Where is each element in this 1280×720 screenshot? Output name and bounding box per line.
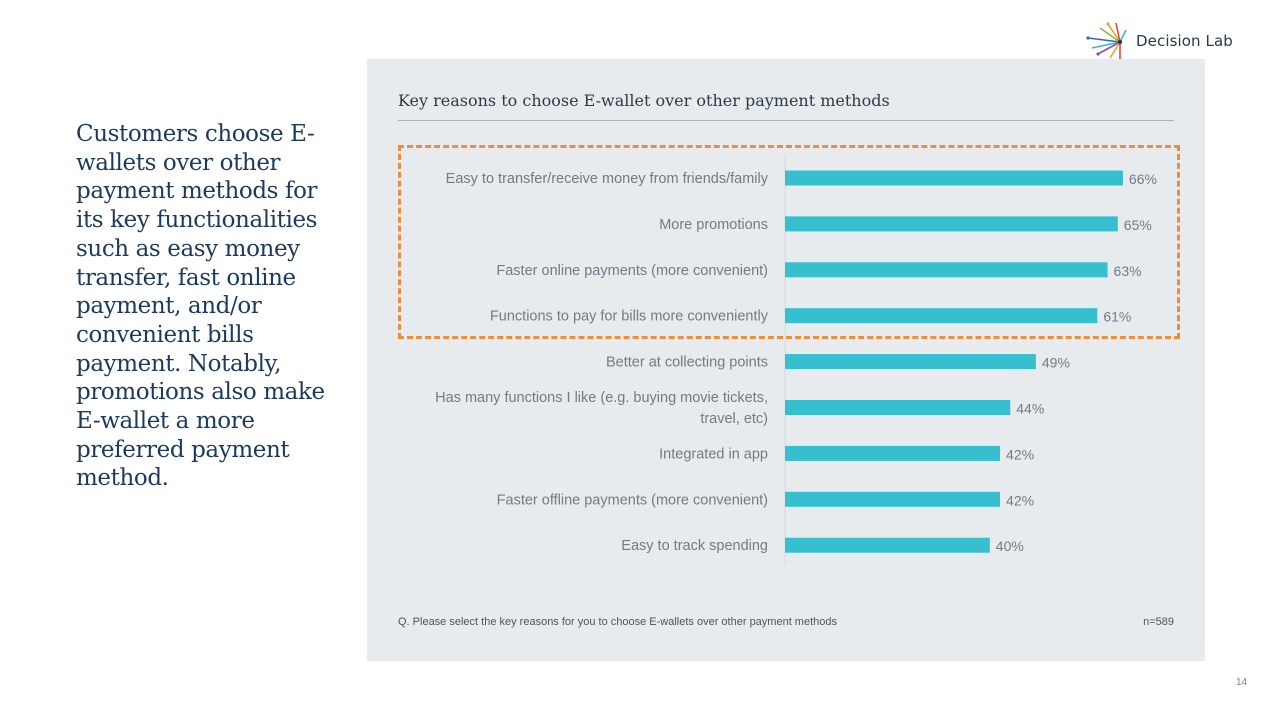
chart-panel: Key reasons to choose E-wallet over othe…: [367, 59, 1205, 661]
question-footnote: Q. Please select the key reasons for you…: [398, 616, 838, 628]
decision-lab-logo-icon: [1086, 22, 1127, 59]
value-label: 65%: [1124, 217, 1152, 233]
bar: [785, 170, 1123, 186]
logo-name: Decision Lab: [1136, 32, 1233, 50]
value-label: 63%: [1114, 263, 1142, 279]
category-label: More promotions: [659, 217, 768, 233]
bar: [785, 400, 1011, 415]
bar: [785, 445, 1001, 461]
value-label: 61%: [1103, 309, 1131, 325]
value-label: 44%: [1016, 401, 1044, 417]
highlight-box: [398, 145, 1180, 339]
category-label: Has many functions I like (e.g. buying m…: [435, 390, 768, 406]
bar: [785, 308, 1098, 324]
category-label: Easy to track spending: [621, 538, 768, 554]
bar-chart: Easy to transfer/receive money from frie…: [435, 156, 1157, 567]
headline-text: Customers choose E-wallets over other pa…: [76, 121, 325, 492]
page-number: 14: [1236, 677, 1248, 688]
bar: [785, 216, 1118, 232]
category-label: Functions to pay for bills more convenie…: [490, 309, 769, 325]
bar: [785, 491, 1001, 507]
chart-title: Key reasons to choose E-wallet over othe…: [398, 91, 890, 110]
sample-size: n=589: [1143, 616, 1174, 628]
value-label: 42%: [1006, 492, 1034, 508]
value-label: 42%: [1006, 446, 1034, 462]
value-label: 49%: [1042, 355, 1070, 371]
category-label: Easy to transfer/receive money from frie…: [446, 171, 769, 187]
category-label: travel, etc): [700, 411, 768, 427]
category-label: Integrated in app: [659, 446, 768, 462]
brand-logo: Decision Lab: [1086, 22, 1233, 60]
bar: [785, 262, 1108, 278]
category-label: Faster online payments (more convenient): [496, 263, 768, 279]
value-label: 40%: [996, 538, 1024, 554]
bar: [785, 537, 990, 553]
bar: [785, 354, 1036, 370]
value-label: 66%: [1129, 171, 1157, 187]
category-label: Faster offline payments (more convenient…: [497, 492, 768, 508]
category-label: Better at collecting points: [606, 355, 768, 371]
title-divider: [398, 120, 1174, 121]
